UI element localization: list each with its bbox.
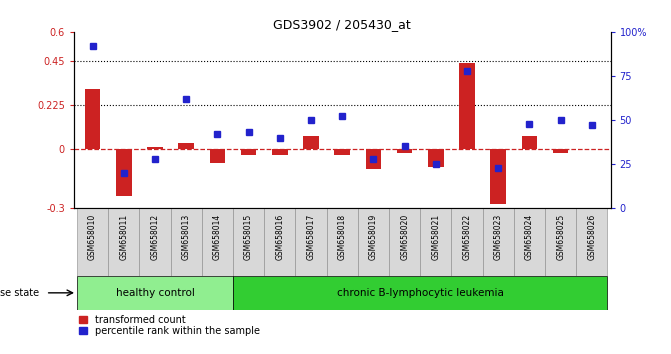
Bar (202, 208, 233, 276)
Bar (327, 208, 358, 276)
Bar (553, 149, 568, 153)
Text: GSM658010: GSM658010 (88, 213, 97, 260)
Bar (514, 208, 545, 276)
Text: GSM658018: GSM658018 (338, 213, 347, 259)
Bar (459, 63, 475, 149)
Text: GSM658011: GSM658011 (119, 213, 128, 259)
Text: GSM658016: GSM658016 (275, 213, 285, 260)
Text: GSM658014: GSM658014 (213, 213, 222, 260)
Bar (295, 208, 327, 276)
Bar (272, 149, 288, 155)
Text: GSM658026: GSM658026 (587, 213, 597, 260)
Bar (241, 149, 256, 155)
Bar (77, 276, 233, 310)
Text: healthy control: healthy control (115, 288, 195, 298)
Legend: transformed count, percentile rank within the sample: transformed count, percentile rank withi… (79, 315, 260, 336)
Text: disease state: disease state (0, 288, 39, 298)
Bar (178, 143, 194, 149)
Text: GSM658024: GSM658024 (525, 213, 534, 260)
Text: GSM658015: GSM658015 (244, 213, 253, 260)
Bar (303, 136, 319, 149)
Text: GSM658022: GSM658022 (462, 213, 472, 259)
Bar (389, 208, 420, 276)
Bar (521, 136, 537, 149)
Text: GSM658023: GSM658023 (494, 213, 503, 260)
Bar (491, 149, 506, 204)
Bar (209, 149, 225, 163)
Bar (264, 208, 295, 276)
Text: GSM658025: GSM658025 (556, 213, 565, 260)
Bar (77, 208, 108, 276)
Bar (233, 208, 264, 276)
Bar (233, 276, 607, 310)
Text: GSM658019: GSM658019 (369, 213, 378, 260)
Bar (576, 208, 607, 276)
Bar (116, 149, 132, 196)
Bar (334, 149, 350, 155)
Title: GDS3902 / 205430_at: GDS3902 / 205430_at (273, 18, 411, 31)
Bar (85, 88, 101, 149)
Bar (358, 208, 389, 276)
Bar (170, 208, 202, 276)
Bar (452, 208, 482, 276)
Text: chronic B-lymphocytic leukemia: chronic B-lymphocytic leukemia (337, 288, 504, 298)
Bar (366, 149, 381, 169)
Text: GSM658017: GSM658017 (307, 213, 315, 260)
Bar (147, 147, 163, 149)
Text: GSM658021: GSM658021 (431, 213, 440, 259)
Text: GSM658020: GSM658020 (400, 213, 409, 260)
Text: GSM658012: GSM658012 (150, 213, 160, 259)
Bar (397, 149, 413, 153)
Bar (482, 208, 514, 276)
Bar (428, 149, 444, 167)
Bar (545, 208, 576, 276)
Bar (108, 208, 140, 276)
Text: GSM658013: GSM658013 (182, 213, 191, 260)
Bar (420, 208, 452, 276)
Bar (140, 208, 170, 276)
